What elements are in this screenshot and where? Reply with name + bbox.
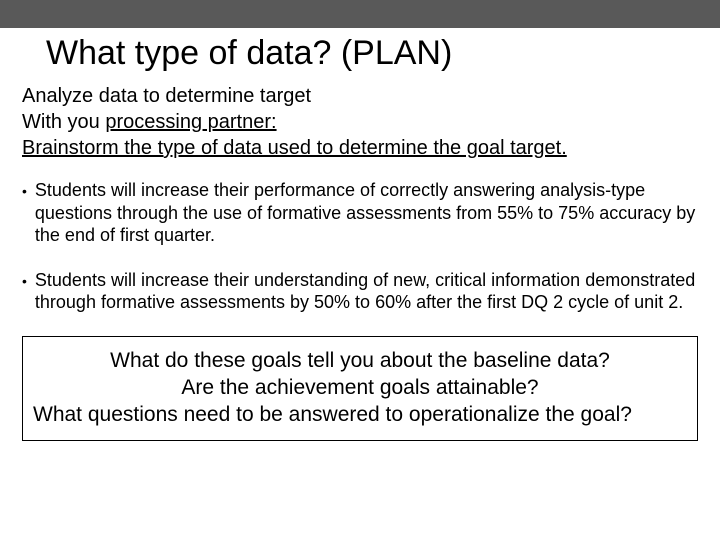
bullet-list: • Students will increase their performan… xyxy=(0,161,720,314)
intro-line-2b: processing partner: xyxy=(105,111,276,133)
question-line-1: What do these goals tell you about the b… xyxy=(33,347,687,374)
intro-block: Analyze data to determine target With yo… xyxy=(0,83,720,161)
question-line-2: Are the achievement goals attainable? xyxy=(33,374,687,401)
bullet-text: Students will increase their performance… xyxy=(35,179,698,247)
bullet-text: Students will increase their understandi… xyxy=(35,269,698,314)
bullet-item: • Students will increase their understan… xyxy=(22,269,698,314)
intro-line-2a: With you xyxy=(22,111,105,133)
bullet-item: • Students will increase their performan… xyxy=(22,179,698,247)
intro-line-2: With you processing partner: xyxy=(22,109,702,135)
bullet-dot-icon: • xyxy=(22,273,27,290)
bullet-dot-icon: • xyxy=(22,183,27,200)
question-line-3: What questions need to be answered to op… xyxy=(33,401,687,428)
top-bar xyxy=(0,0,720,28)
intro-line-3: Brainstorm the type of data used to dete… xyxy=(22,135,702,161)
intro-line-1: Analyze data to determine target xyxy=(22,83,702,109)
question-box: What do these goals tell you about the b… xyxy=(22,336,698,442)
slide-title: What type of data? (PLAN) xyxy=(0,28,720,83)
